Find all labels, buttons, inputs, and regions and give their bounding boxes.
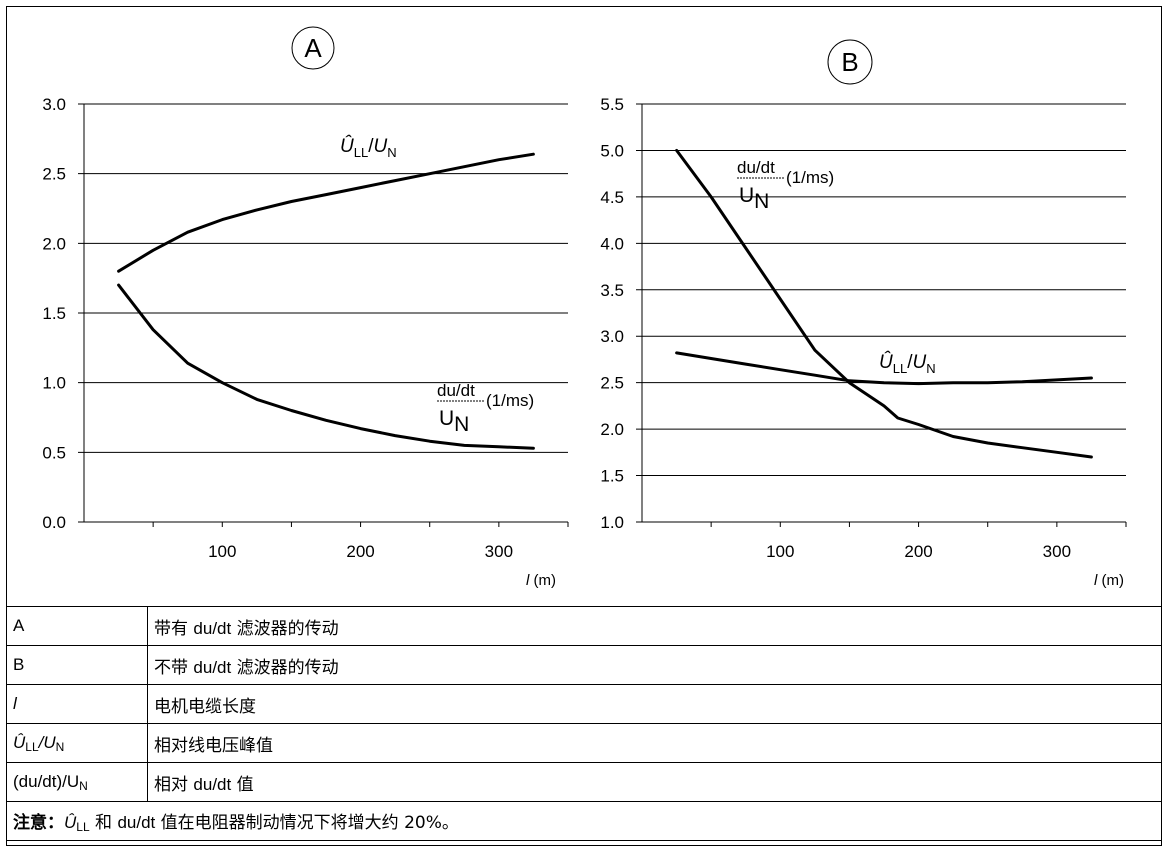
legend-row-note: 注意：ÛLL 和 du/dt 值在电阻器制动情况下将增大约 20%。 bbox=[6, 801, 1162, 841]
chart-a-rate-denominator: UN bbox=[439, 407, 469, 436]
chart-a-ytick-label: 2.5 bbox=[42, 165, 66, 184]
legend-desc-dudt-post: 值 bbox=[231, 774, 254, 795]
chart-b-peak-annotation: ÛLL/UN bbox=[879, 351, 936, 376]
note-text-post: 值在电阻器制动情况下将增大约 20%。 bbox=[155, 813, 459, 833]
chart-b-rate-unit: (1/ms) bbox=[786, 168, 834, 187]
legend-key-dudt-main: (du/dt)/U bbox=[13, 771, 80, 791]
chart-b-ytick-label: 2.5 bbox=[600, 374, 624, 393]
legend-desc-dudt-du: du/dt bbox=[193, 774, 232, 794]
legend-row-l: l 电机电缆长度 bbox=[6, 684, 1162, 724]
legend-desc-dudt: 相对 du/dt 值 bbox=[147, 762, 1162, 802]
chart-a-rate-unit: (1/ms) bbox=[486, 391, 534, 410]
chart-b-ytick-label: 2.0 bbox=[600, 420, 624, 439]
chart-b-ytick-label: 4.5 bbox=[600, 188, 624, 207]
chart-b-series-peak-line bbox=[675, 351, 1093, 386]
chart-a-series-dudt-line bbox=[117, 283, 535, 450]
legend-key-l: l bbox=[6, 684, 148, 724]
chart-a-ytick-label: 0.0 bbox=[42, 513, 66, 532]
chart-a-series-peak-line bbox=[117, 152, 535, 273]
note-u-sub: LL bbox=[76, 820, 90, 834]
chart-b-ytick-label: 4.0 bbox=[600, 234, 624, 253]
chart-a-ytick-label: 2.0 bbox=[42, 234, 66, 253]
legend-row-ull: ÛLL/UN 相对线电压峰值 bbox=[6, 723, 1162, 763]
chart-b-xtick-label: 300 bbox=[1043, 542, 1071, 561]
chart-b-rate-numerator: du/dt bbox=[737, 158, 775, 177]
legend-desc-b-post: 滤波器的传动 bbox=[231, 657, 339, 678]
chart-a-xtick-label: 200 bbox=[346, 542, 374, 561]
chart-b-ytick-label: 5.0 bbox=[600, 141, 624, 160]
chart-b-ytick-label: 5.5 bbox=[600, 95, 624, 114]
legend-key-dudt-sub: N bbox=[79, 778, 88, 793]
chart-b-ytick-label: 1.5 bbox=[600, 467, 624, 486]
figure-frame bbox=[6, 6, 1162, 846]
legend-key-dudt: (du/dt)/UN bbox=[6, 762, 148, 802]
chart-b-series-dudt-line bbox=[675, 148, 1093, 459]
legend-key-ull-sub2: N bbox=[55, 739, 65, 754]
chart-b-xtick-label: 100 bbox=[766, 542, 794, 561]
chart-a-peak-annotation: ÛLL/UN bbox=[340, 135, 397, 160]
legend-desc-a-post: 滤波器的传动 bbox=[231, 618, 339, 639]
legend-desc-a-du: du/dt bbox=[193, 618, 232, 638]
legend-desc-b: 不带 du/dt 滤波器的传动 bbox=[147, 645, 1162, 685]
chart-b-xtick-label: 200 bbox=[904, 542, 932, 561]
legend-desc-b-du: du/dt bbox=[193, 657, 232, 677]
chart-a-ytick-label: 1.5 bbox=[42, 304, 66, 323]
charts-canvas: A 3.0 2.5 2.0 1.5 1.0 0.5 0.0 100 200 300 l (m) ÛLL/… bbox=[42, 26, 1127, 589]
legend-note: 注意：ÛLL 和 du/dt 值在电阻器制动情况下将增大约 20%。 bbox=[6, 801, 1162, 841]
chart-b-rate-denominator: UN bbox=[739, 184, 769, 213]
chart-a-xlabel: l (m) bbox=[526, 572, 556, 589]
legend-desc-ull: 相对线电压峰值 bbox=[147, 723, 1162, 763]
chart-b-xlabel: l (m) bbox=[1094, 572, 1124, 589]
chart-a-xtick-label: 100 bbox=[208, 542, 236, 561]
legend-desc-dudt-pre: 相对 bbox=[154, 774, 194, 795]
legend-key-ull-main: Û bbox=[13, 732, 26, 752]
chart-a-label: A bbox=[304, 33, 322, 63]
legend-key-a: A bbox=[6, 606, 148, 646]
chart-a-ytick-label: 1.0 bbox=[42, 374, 66, 393]
chart-a-ytick-label: 3.0 bbox=[42, 95, 66, 114]
chart-b-ytick-label: 1.0 bbox=[600, 513, 624, 532]
chart-a-label-circle bbox=[291, 26, 335, 70]
legend-row-dudt: (du/dt)/UN 相对 du/dt 值 bbox=[6, 762, 1162, 802]
chart-b-label: B bbox=[841, 47, 858, 77]
chart-a-xtick-label: 300 bbox=[485, 542, 513, 561]
legend-desc-b-pre: 不带 bbox=[154, 657, 194, 678]
legend-key-ull-sub: LL bbox=[25, 739, 39, 754]
chart-a-ytick-label: 0.5 bbox=[42, 443, 66, 462]
chart-b-label-circle bbox=[827, 39, 873, 85]
chart-a-rate-numerator: du/dt bbox=[437, 381, 475, 400]
note-text-mid: 和 bbox=[89, 813, 118, 833]
chart-b-ytick-label: 3.0 bbox=[600, 327, 624, 346]
legend-row-a: A 带有 du/dt 滤波器的传动 bbox=[6, 606, 1162, 646]
legend-desc-a-pre: 带有 bbox=[154, 618, 194, 639]
legend-desc-l: 电机电缆长度 bbox=[147, 684, 1162, 724]
legend-key-ull: ÛLL/UN bbox=[6, 723, 148, 763]
legend-desc-a: 带有 du/dt 滤波器的传动 bbox=[147, 606, 1162, 646]
note-du: du/dt bbox=[117, 813, 156, 832]
chart-b-ytick-label: 3.5 bbox=[600, 281, 624, 300]
legend-key-b: B bbox=[6, 645, 148, 685]
legend-key-ull-sep: /U bbox=[38, 732, 56, 752]
legend-row-b: B 不带 du/dt 滤波器的传动 bbox=[6, 645, 1162, 685]
note-label: 注意： bbox=[13, 813, 64, 833]
note-u-main: Û bbox=[64, 813, 77, 832]
legend-table: A 带有 du/dt 滤波器的传动 B 不带 du/dt 滤波器的传动 l 电机… bbox=[6, 606, 1162, 841]
